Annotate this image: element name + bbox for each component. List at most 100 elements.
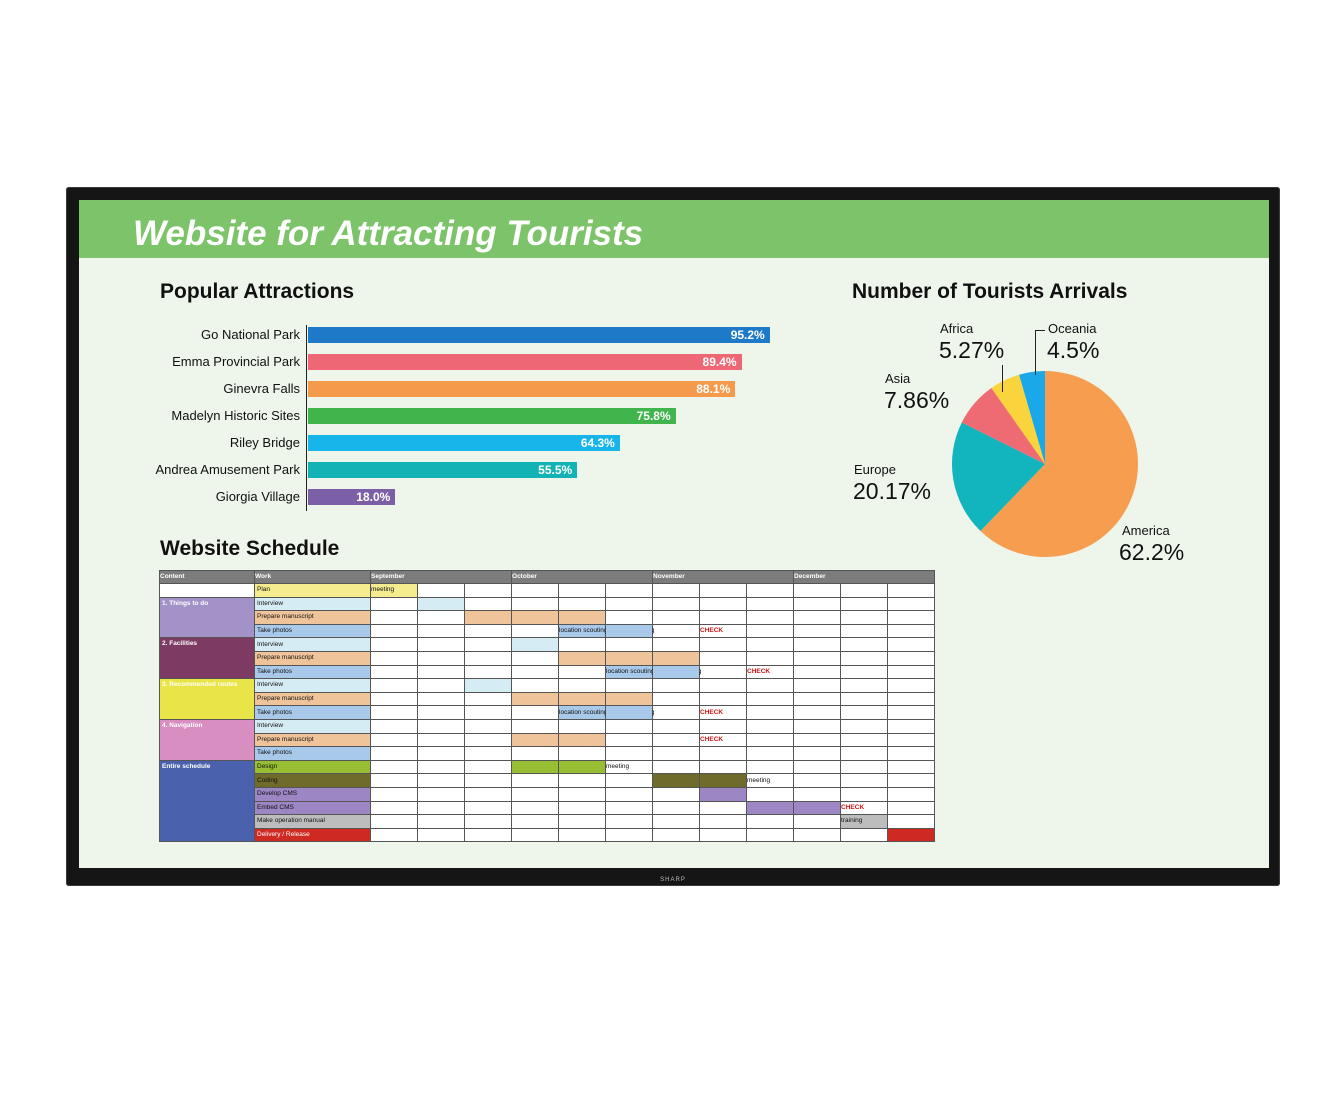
schedule-timeline-cell — [746, 827, 795, 843]
schedule-timeline-cell — [699, 650, 748, 666]
schedule-timeline-cell — [793, 759, 842, 775]
schedule-timeline-cell — [746, 800, 795, 816]
schedule-row: Develop CMS — [160, 786, 936, 802]
bar-category-label: Madelyn Historic Sites — [171, 408, 300, 423]
schedule-timeline-cell — [746, 759, 795, 775]
schedule-timeline-cell — [370, 623, 418, 639]
schedule-timeline-cell — [463, 610, 513, 625]
pie-label-name: America — [1122, 523, 1170, 538]
schedule-timeline-cell — [887, 623, 936, 639]
schedule-timeline-cell — [746, 583, 795, 598]
schedule-timeline-cell: meeting — [605, 759, 654, 775]
schedule-content-cell: 3. Recommended routes — [159, 678, 255, 720]
schedule-timeline-cell — [417, 759, 465, 775]
schedule-content-cell: 2. Facilities — [159, 637, 255, 680]
schedule-timeline-cell — [793, 623, 842, 639]
schedule-row: Delivery / Release — [160, 827, 936, 843]
schedule-timeline-cell — [746, 786, 795, 802]
schedule-timeline-cell — [793, 786, 842, 802]
schedule-timeline-cell — [370, 691, 418, 707]
schedule-timeline-cell — [793, 583, 842, 598]
pie-label-value: 20.17% — [853, 478, 932, 504]
schedule-timeline-cell — [605, 637, 654, 652]
schedule-timeline-cell — [558, 800, 607, 816]
schedule-timeline-cell — [511, 718, 560, 734]
schedule-timeline-cell — [511, 610, 560, 625]
schedule-work-cell: Embed CMS — [254, 800, 371, 816]
schedule-title: Website Schedule — [160, 537, 340, 560]
schedule-timeline-cell — [746, 610, 795, 625]
pie-label-value: 62.2% — [1119, 539, 1185, 565]
schedule-timeline-cell — [370, 746, 418, 761]
pie-leader-line — [1035, 330, 1036, 375]
schedule-timeline-cell — [887, 759, 936, 775]
schedule-timeline-cell — [463, 732, 513, 748]
schedule-work-cell: Delivery / Release — [254, 827, 371, 843]
schedule-timeline-cell — [511, 705, 560, 720]
schedule-timeline-cell — [463, 718, 513, 734]
pie-slice-africa — [991, 374, 1045, 464]
schedule-timeline-cell — [417, 732, 465, 748]
schedule-row: Take photos location scouting / photograp… — [160, 705, 936, 720]
schedule-timeline-cell — [793, 718, 842, 734]
schedule-timeline-cell — [605, 623, 654, 639]
schedule-timeline-cell — [511, 827, 560, 843]
schedule-timeline-cell — [840, 786, 889, 802]
schedule-timeline-cell — [605, 732, 654, 748]
schedule-timeline-cell — [605, 718, 654, 734]
schedule-header-work: Work — [254, 570, 371, 584]
check-marker: CHECK — [841, 803, 865, 811]
schedule-timeline-cell — [417, 596, 465, 612]
pie-slice-europe — [952, 422, 1045, 531]
bar: 75.8% — [308, 408, 676, 424]
schedule-timeline-cell — [887, 732, 936, 748]
schedule-timeline-cell — [463, 773, 513, 788]
schedule-work-cell: Plan — [254, 583, 371, 598]
schedule-timeline-cell — [370, 637, 418, 652]
schedule-timeline-cell — [370, 705, 418, 720]
schedule-row: Take photos location scouting / photograp… — [160, 664, 936, 680]
schedule-timeline-cell — [746, 814, 795, 829]
schedule-timeline-cell: location scouting / photographing — [558, 705, 654, 720]
schedule-timeline-cell — [463, 827, 513, 843]
schedule-timeline-cell — [840, 678, 889, 693]
arrivals-title: Number of Tourists Arrivals — [852, 280, 1128, 303]
schedule-timeline-cell — [887, 800, 936, 816]
schedule-timeline-cell — [793, 691, 842, 707]
schedule-timeline-cell — [746, 732, 795, 748]
bar-value-label: 55.5% — [538, 463, 573, 477]
schedule-timeline-cell — [370, 610, 418, 625]
schedule-timeline-cell — [840, 650, 889, 666]
bar-category-label: Giorgia Village — [215, 489, 300, 504]
schedule-timeline-cell — [652, 664, 701, 680]
schedule-row: Prepare manuscript — [160, 691, 936, 707]
schedule-timeline-cell — [370, 800, 418, 816]
bar-category-label: Ginevra Falls — [223, 381, 300, 396]
schedule-content-cell: 1. Things to do — [159, 596, 255, 639]
schedule-timeline-cell — [417, 786, 465, 802]
schedule-timeline-cell — [652, 814, 701, 829]
schedule-work-cell: Take photos — [254, 746, 371, 761]
schedule-work-cell: Interview — [254, 596, 371, 612]
schedule-timeline-cell — [511, 746, 560, 761]
schedule-timeline-cell — [511, 623, 560, 639]
schedule-row: Entire schedule Design meeting — [159, 759, 936, 843]
schedule-timeline-cell — [699, 691, 748, 707]
schedule-header-month: October — [511, 570, 654, 584]
schedule-timeline-cell — [370, 732, 418, 748]
schedule-timeline-cell — [463, 678, 513, 693]
schedule-timeline-cell — [605, 705, 654, 720]
pie-slice-oceania — [1019, 371, 1045, 464]
schedule-timeline-cell — [887, 827, 936, 843]
bar-category-label: Emma Provincial Park — [172, 354, 300, 369]
schedule-timeline-cell — [463, 637, 513, 652]
schedule-timeline-cell — [463, 814, 513, 829]
schedule-timeline-cell — [699, 583, 748, 598]
schedule-timeline-cell — [370, 678, 418, 693]
schedule-row: Plan meeting — [159, 583, 936, 598]
bar: 88.1% — [308, 381, 736, 397]
schedule-timeline-cell — [699, 610, 748, 625]
schedule-timeline-cell — [746, 650, 795, 666]
schedule-work-cell: Interview — [254, 718, 371, 734]
schedule-timeline-cell — [605, 650, 654, 666]
